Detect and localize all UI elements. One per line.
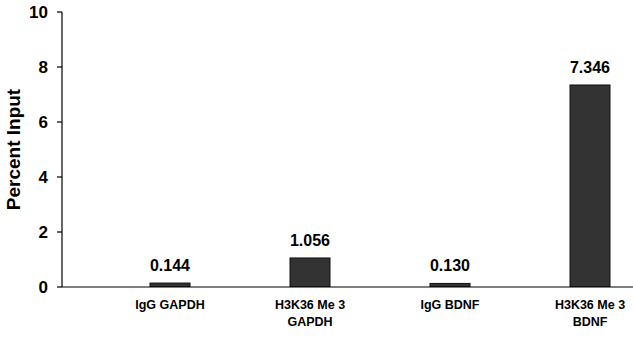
x-tick-label-line: GAPDH: [287, 315, 332, 329]
x-tick-label-line: IgG GAPDH: [135, 298, 204, 312]
y-tick-label: 4: [39, 168, 49, 187]
y-tick-label: 0: [39, 278, 48, 297]
y-tick-label: 8: [39, 58, 48, 77]
y-tick-label: 6: [39, 113, 48, 132]
data-label: 1.056: [290, 232, 330, 249]
y-tick: [57, 66, 62, 67]
y-tick-label: 2: [39, 223, 48, 242]
y-tick: [57, 11, 62, 12]
bars: [150, 85, 610, 287]
x-tick-label-line: IgG BDNF: [420, 298, 479, 312]
x-tick-label: H3K36 Me 3 BDNF: [555, 298, 625, 329]
chart: 0 2 4 6 8 10 Percent Input IgG GAPDH H3K36 Me 3 G…: [0, 0, 633, 360]
y-tick: [57, 121, 62, 122]
bar: [290, 258, 330, 287]
y-tick: [57, 231, 62, 232]
y-tick-label: 10: [29, 3, 48, 22]
bar: [570, 85, 610, 287]
x-tick-label-line: BDNF: [573, 315, 608, 329]
x-tick-label: H3K36 Me 3 GAPDH: [275, 298, 345, 329]
x-tick-label-line: H3K36 Me 3: [275, 298, 345, 312]
y-tick: [57, 286, 62, 287]
x-axis: [62, 286, 633, 287]
y-tick: [57, 176, 62, 177]
x-tick-label: IgG GAPDH: [135, 298, 204, 312]
data-label: 7.346: [570, 59, 610, 76]
y-axis: [61, 12, 62, 287]
data-label: 0.130: [430, 257, 470, 274]
x-tick-label: IgG BDNF: [420, 298, 479, 312]
y-axis-label: Percent Input: [3, 88, 24, 210]
x-tick-label-line: H3K36 Me 3: [555, 298, 625, 312]
data-label: 0.144: [150, 257, 190, 274]
